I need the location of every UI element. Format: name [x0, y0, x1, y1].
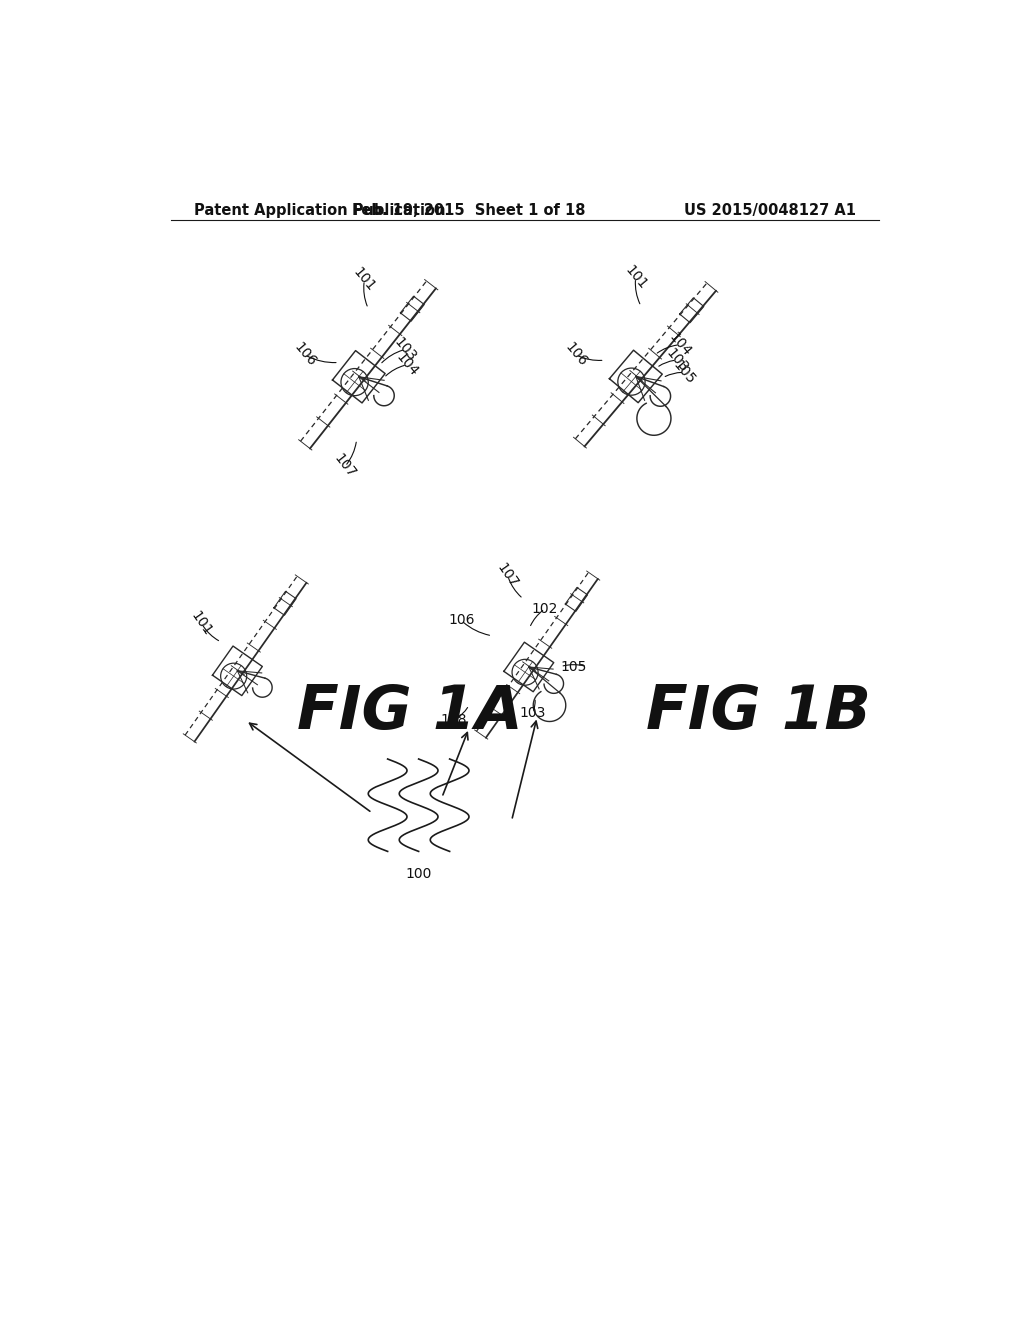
Text: 104: 104: [666, 330, 693, 359]
Text: 108: 108: [440, 714, 467, 727]
Text: FIG 1A: FIG 1A: [297, 682, 522, 742]
Text: 100: 100: [406, 867, 432, 882]
Text: 106: 106: [291, 341, 318, 370]
Text: FIG 1B: FIG 1B: [646, 682, 871, 742]
Text: Patent Application Publication: Patent Application Publication: [194, 203, 445, 218]
Text: 101: 101: [622, 263, 649, 293]
Text: 103: 103: [391, 335, 419, 364]
Text: 105: 105: [671, 358, 698, 387]
Text: 101: 101: [350, 265, 378, 294]
Text: 107: 107: [495, 561, 521, 590]
Text: 105: 105: [560, 660, 587, 673]
Text: 104: 104: [393, 350, 421, 379]
Text: 107: 107: [332, 451, 358, 480]
Text: 103: 103: [663, 346, 690, 375]
Text: Feb. 19, 2015  Sheet 1 of 18: Feb. 19, 2015 Sheet 1 of 18: [352, 203, 586, 218]
Text: US 2015/0048127 A1: US 2015/0048127 A1: [684, 203, 856, 218]
Text: 103: 103: [519, 706, 546, 719]
Text: 106: 106: [562, 341, 590, 370]
Text: 101: 101: [188, 609, 215, 639]
Text: 102: 102: [531, 602, 558, 616]
Text: 106: 106: [449, 614, 474, 627]
